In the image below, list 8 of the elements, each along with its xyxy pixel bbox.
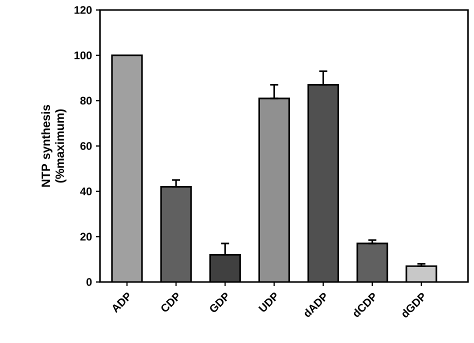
y-tick-label: 60 bbox=[80, 142, 92, 150]
y-tick-label: 40 bbox=[80, 187, 92, 196]
y-tick-label: 120 bbox=[74, 6, 92, 14]
y-axis-title: NTP synthesis (%maximum) bbox=[41, 104, 66, 187]
y-tick-label: 20 bbox=[80, 232, 92, 241]
y-tick-label: 0 bbox=[86, 278, 92, 286]
y-tick-label: 100 bbox=[74, 51, 92, 60]
y-tick-label: 80 bbox=[80, 96, 92, 105]
